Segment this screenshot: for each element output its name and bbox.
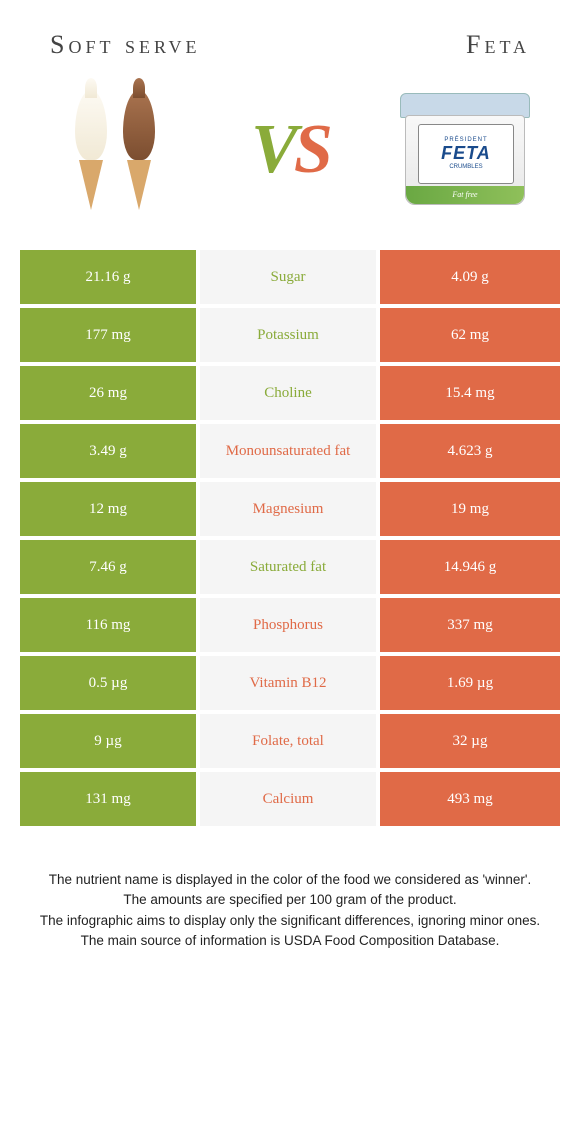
footnote-line: The main source of information is USDA F… xyxy=(30,931,550,951)
right-value: 32 µg xyxy=(380,714,560,768)
right-value: 62 mg xyxy=(380,308,560,362)
left-value: 131 mg xyxy=(20,772,200,826)
left-value: 9 µg xyxy=(20,714,200,768)
nutrient-label: Folate, total xyxy=(200,714,380,768)
nutrient-label: Monounsaturated fat xyxy=(200,424,380,478)
table-row: 9 µgFolate, total32 µg xyxy=(20,714,560,772)
table-row: 177 mgPotassium62 mg xyxy=(20,308,560,366)
left-value: 21.16 g xyxy=(20,250,200,304)
right-value: 337 mg xyxy=(380,598,560,652)
right-value: 19 mg xyxy=(380,482,560,536)
footnote-line: The nutrient name is displayed in the co… xyxy=(30,870,550,890)
table-row: 12 mgMagnesium19 mg xyxy=(20,482,560,540)
nutrient-label: Potassium xyxy=(200,308,380,362)
tub-strip: Fat free xyxy=(406,186,524,204)
tub-small: CRUMBLES xyxy=(449,164,482,170)
right-value: 1.69 µg xyxy=(380,656,560,710)
table-row: 26 mgCholine15.4 mg xyxy=(20,366,560,424)
left-value: 177 mg xyxy=(20,308,200,362)
table-row: 116 mgPhosphorus337 mg xyxy=(20,598,560,656)
nutrient-label: Calcium xyxy=(200,772,380,826)
nutrient-label: Saturated fat xyxy=(200,540,380,594)
footnote-line: The amounts are specified per 100 gram o… xyxy=(30,890,550,910)
table-row: 7.46 gSaturated fat14.946 g xyxy=(20,540,560,598)
table-row: 21.16 gSugar4.09 g xyxy=(20,250,560,308)
feta-image: PRÉSIDENT FETA CRUMBLES Fat free xyxy=(390,80,540,220)
tub-big: FETA xyxy=(441,143,491,164)
left-food-title: Soft serve xyxy=(50,30,201,60)
right-value: 14.946 g xyxy=(380,540,560,594)
vs-s: S xyxy=(294,111,329,188)
nutrient-label: Sugar xyxy=(200,250,380,304)
left-value: 0.5 µg xyxy=(20,656,200,710)
table-row: 0.5 µgVitamin B121.69 µg xyxy=(20,656,560,714)
table-row: 3.49 gMonounsaturated fat4.623 g xyxy=(20,424,560,482)
nutrient-label: Magnesium xyxy=(200,482,380,536)
right-food-title: Feta xyxy=(466,30,530,60)
table-row: 131 mgCalcium493 mg xyxy=(20,772,560,830)
left-value: 7.46 g xyxy=(20,540,200,594)
left-value: 116 mg xyxy=(20,598,200,652)
right-value: 4.623 g xyxy=(380,424,560,478)
left-value: 12 mg xyxy=(20,482,200,536)
right-value: 15.4 mg xyxy=(380,366,560,420)
header: Soft serve Feta xyxy=(0,0,580,70)
vs-label: VS xyxy=(251,110,329,190)
nutrient-label: Phosphorus xyxy=(200,598,380,652)
soft-serve-image xyxy=(40,80,190,220)
footnote-line: The infographic aims to display only the… xyxy=(30,911,550,931)
comparison-table: 21.16 gSugar4.09 g177 mgPotassium62 mg26… xyxy=(20,250,560,830)
right-value: 493 mg xyxy=(380,772,560,826)
image-row: VS PRÉSIDENT FETA CRUMBLES Fat free xyxy=(0,70,580,250)
left-value: 3.49 g xyxy=(20,424,200,478)
footnotes: The nutrient name is displayed in the co… xyxy=(30,870,550,951)
left-value: 26 mg xyxy=(20,366,200,420)
nutrient-label: Choline xyxy=(200,366,380,420)
vs-v: V xyxy=(251,111,294,188)
right-value: 4.09 g xyxy=(380,250,560,304)
nutrient-label: Vitamin B12 xyxy=(200,656,380,710)
